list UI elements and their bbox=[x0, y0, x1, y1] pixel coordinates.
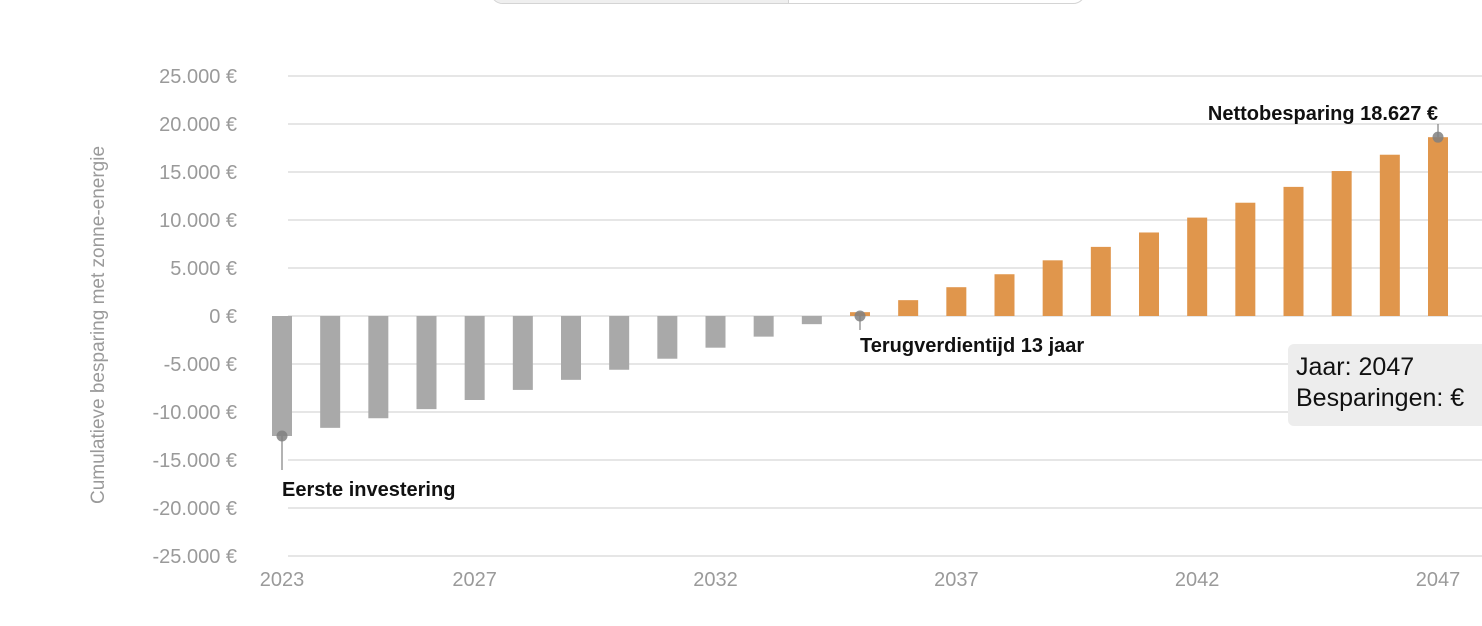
bar-2029[interactable] bbox=[561, 316, 581, 380]
bar-2024[interactable] bbox=[320, 316, 341, 428]
x-tick-label: 2047 bbox=[1416, 569, 1461, 591]
bar-2026[interactable] bbox=[416, 316, 437, 410]
y-tick-label: 5.000 € bbox=[170, 258, 237, 280]
bar-2030[interactable] bbox=[609, 316, 630, 370]
bar-2023[interactable] bbox=[272, 316, 292, 436]
bar-2025[interactable] bbox=[368, 316, 389, 419]
x-tick-label: 2037 bbox=[934, 569, 979, 591]
grid-lines bbox=[288, 75, 1482, 557]
x-tick-label: 2023 bbox=[260, 569, 305, 591]
bar-2032[interactable] bbox=[705, 316, 726, 348]
annotation-label: Nettobesparing 18.627 € bbox=[1208, 103, 1438, 125]
bar-2028[interactable] bbox=[512, 316, 533, 390]
y-tick-label: -5.000 € bbox=[164, 354, 237, 376]
x-axis-ticks: 2023 2027 2032 2037 2042 2047 bbox=[260, 569, 1461, 591]
bar-2037[interactable] bbox=[946, 287, 967, 316]
annotation-marker bbox=[854, 310, 866, 322]
y-tick-label: 15.000 € bbox=[159, 162, 237, 184]
y-tick-label: -15.000 € bbox=[152, 450, 237, 472]
annotation-marker bbox=[1432, 131, 1444, 143]
bar-2044[interactable] bbox=[1283, 186, 1304, 316]
bar-2031[interactable] bbox=[657, 316, 678, 359]
y-tick-label: 10.000 € bbox=[159, 210, 237, 232]
annotation-label: Eerste investering bbox=[282, 479, 455, 501]
y-tick-label: 25.000 € bbox=[159, 66, 237, 88]
bar-2042[interactable] bbox=[1187, 217, 1208, 316]
y-tick-label: 0 € bbox=[209, 306, 237, 328]
bar-2039[interactable] bbox=[1042, 260, 1063, 316]
y-tick-label: -25.000 € bbox=[152, 546, 237, 568]
y-tick-label: 20.000 € bbox=[159, 114, 237, 136]
annotation-marker bbox=[276, 430, 288, 442]
chart-tooltip: Jaar: 2047 Besparingen: € bbox=[1288, 344, 1482, 426]
bar-2038[interactable] bbox=[994, 274, 1015, 316]
annotation-label: Terugverdientijd 13 jaar bbox=[860, 335, 1084, 357]
x-tick-label: 2032 bbox=[693, 569, 738, 591]
bar-2043[interactable] bbox=[1235, 202, 1256, 316]
x-tick-label: 2042 bbox=[1175, 569, 1220, 591]
y-tick-label: -20.000 € bbox=[152, 498, 237, 520]
tooltip-savings: Besparingen: € bbox=[1296, 384, 1465, 412]
y-tick-label: -10.000 € bbox=[152, 402, 237, 424]
x-tick-label: 2027 bbox=[452, 569, 497, 591]
bar-2036[interactable] bbox=[898, 300, 919, 316]
bar-2033[interactable] bbox=[753, 316, 774, 337]
bar-2027[interactable] bbox=[464, 316, 485, 400]
bar-2045[interactable] bbox=[1331, 171, 1352, 316]
y-axis-label: Cumulatieve besparing met zonne-energie bbox=[88, 146, 109, 504]
bar-2041[interactable] bbox=[1139, 232, 1159, 316]
toggle-option-1[interactable] bbox=[491, 0, 789, 3]
bars bbox=[272, 137, 1448, 436]
bar-2046[interactable] bbox=[1379, 154, 1400, 316]
y-axis-ticks: 25.000 € 20.000 € 15.000 € 10.000 € 5.000 € 0… bbox=[152, 66, 237, 568]
bar-2034[interactable] bbox=[801, 316, 822, 325]
bar-2047[interactable] bbox=[1428, 137, 1448, 316]
bar-2040[interactable] bbox=[1090, 246, 1111, 316]
annotations: Eerste investering Terugverdientijd 13 ja… bbox=[276, 103, 1444, 501]
tooltip-year: Jaar: 2047 bbox=[1296, 353, 1415, 381]
